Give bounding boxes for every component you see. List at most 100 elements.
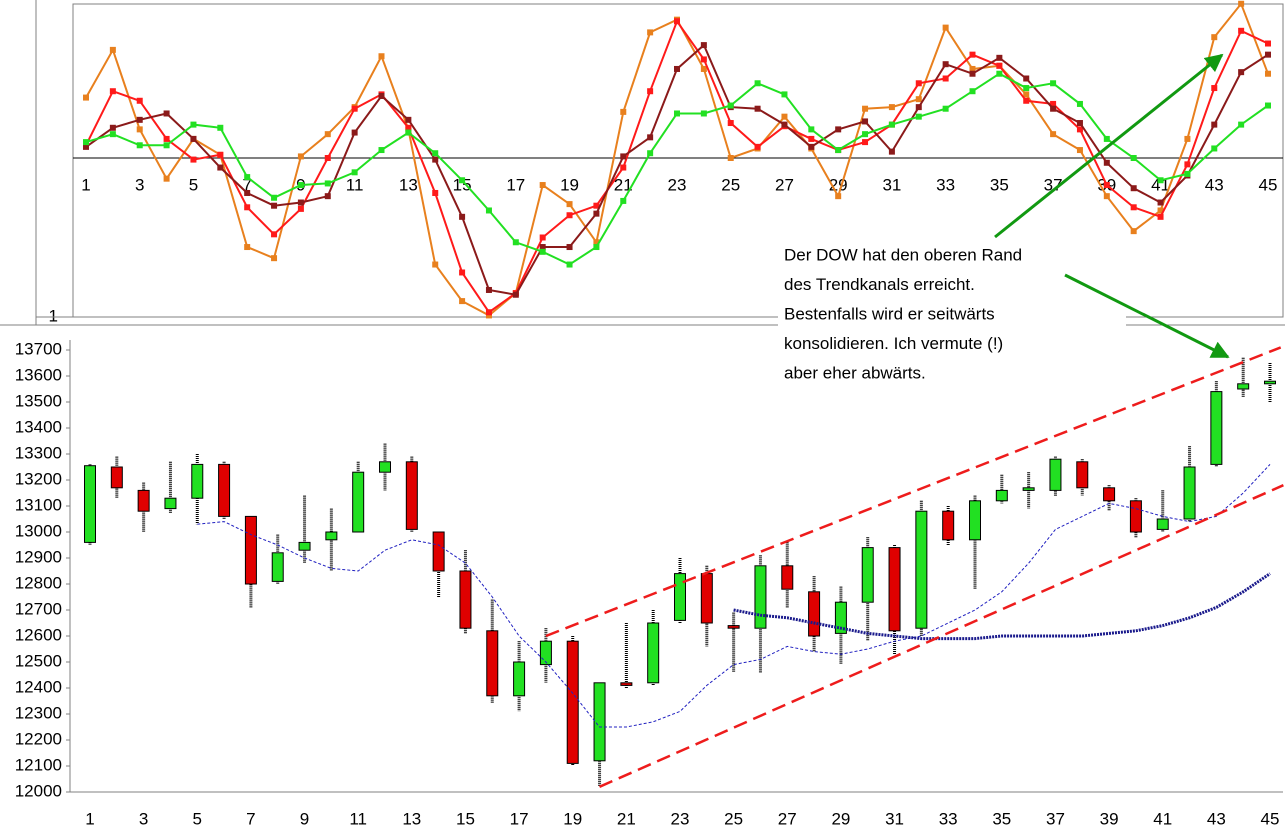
candle-body [513, 661, 526, 697]
point [888, 148, 895, 155]
candle-body [1183, 466, 1196, 520]
point [566, 244, 573, 251]
point [1076, 120, 1083, 127]
y-tick-label: 12500 [15, 651, 62, 670]
x-tick-label: 5 [189, 175, 198, 194]
point [835, 147, 842, 154]
point [835, 126, 842, 133]
point [1130, 155, 1137, 161]
x-tick-label: 1 [85, 809, 94, 828]
point [1157, 177, 1164, 184]
point [432, 156, 439, 163]
point [297, 182, 304, 189]
candle-body [781, 565, 794, 590]
point [136, 97, 143, 104]
y-tick-label: 12300 [15, 703, 62, 722]
point [271, 231, 278, 238]
x-tick-label: 15 [453, 175, 472, 194]
candle-body [432, 531, 445, 572]
x-tick-label: 19 [563, 809, 582, 828]
point [862, 131, 869, 138]
point [593, 239, 600, 246]
point [190, 121, 197, 128]
point [996, 54, 1003, 61]
point [942, 105, 949, 112]
point [700, 56, 707, 63]
point [700, 110, 707, 117]
point [109, 131, 116, 138]
point [888, 121, 895, 128]
x-tick-label: 45 [1259, 175, 1278, 194]
point [1023, 91, 1030, 98]
point [539, 234, 546, 241]
point [1265, 102, 1271, 109]
point [109, 46, 116, 53]
point [324, 131, 331, 138]
point [271, 202, 278, 209]
x-tick-label: 17 [506, 175, 525, 194]
annotation-line: Bestenfalls wird er seitwärts [784, 304, 995, 323]
y-tick-label: 13200 [15, 469, 62, 488]
point [1265, 40, 1271, 47]
point [754, 80, 761, 87]
x-tick-label: 11 [346, 175, 364, 194]
y-tick-label: 13100 [15, 495, 62, 514]
point [888, 104, 895, 111]
point [808, 143, 815, 150]
x-tick-label: 39 [1100, 809, 1119, 828]
point [1130, 185, 1137, 192]
annotation-box [778, 240, 1126, 392]
x-tick-label: 23 [668, 175, 687, 194]
candle-body [1264, 380, 1276, 385]
point [190, 156, 197, 163]
point [1238, 121, 1245, 128]
point [271, 194, 278, 201]
point [942, 61, 949, 68]
point [459, 177, 466, 184]
point [1103, 193, 1110, 200]
point [512, 291, 519, 298]
candle-body [1129, 500, 1142, 533]
top-frame [72, 3, 1284, 318]
point [566, 261, 573, 268]
point [727, 155, 734, 161]
point [1103, 159, 1110, 166]
candle-body [727, 625, 740, 629]
point [351, 105, 358, 112]
point [459, 298, 466, 305]
point [485, 286, 492, 293]
point [674, 65, 680, 72]
point [1184, 161, 1191, 168]
point [1211, 85, 1218, 92]
annotation: Der DOW hat den oberen Rand des Trendkana… [784, 245, 1022, 382]
x-tick-label: 7 [242, 175, 251, 194]
candle-body [137, 489, 150, 512]
point [432, 189, 439, 196]
point [969, 88, 976, 95]
candle-body [539, 640, 552, 666]
x-tick-label: 45 [1261, 809, 1280, 828]
candle-body [834, 601, 847, 634]
x-tick-label: 31 [882, 175, 901, 194]
point [1265, 70, 1271, 77]
point [1023, 97, 1030, 104]
candle-body [379, 461, 391, 473]
candle-body [942, 510, 955, 541]
point [1050, 131, 1057, 138]
x-tick-label: 35 [992, 809, 1011, 828]
point [244, 174, 251, 181]
trend-line [598, 484, 1284, 788]
candle-body [1076, 461, 1089, 489]
x-tick-label: 3 [135, 175, 144, 194]
point [620, 164, 627, 171]
point [835, 193, 842, 200]
x-tick-label: 37 [1046, 809, 1065, 828]
point [915, 80, 922, 87]
point [485, 312, 492, 319]
point [808, 135, 815, 142]
point [1076, 126, 1083, 133]
y-tick-label: 12400 [15, 677, 62, 696]
y-tick-label: 13500 [15, 391, 62, 410]
candle-body [969, 500, 981, 541]
y-tick-label: 13600 [15, 365, 62, 384]
